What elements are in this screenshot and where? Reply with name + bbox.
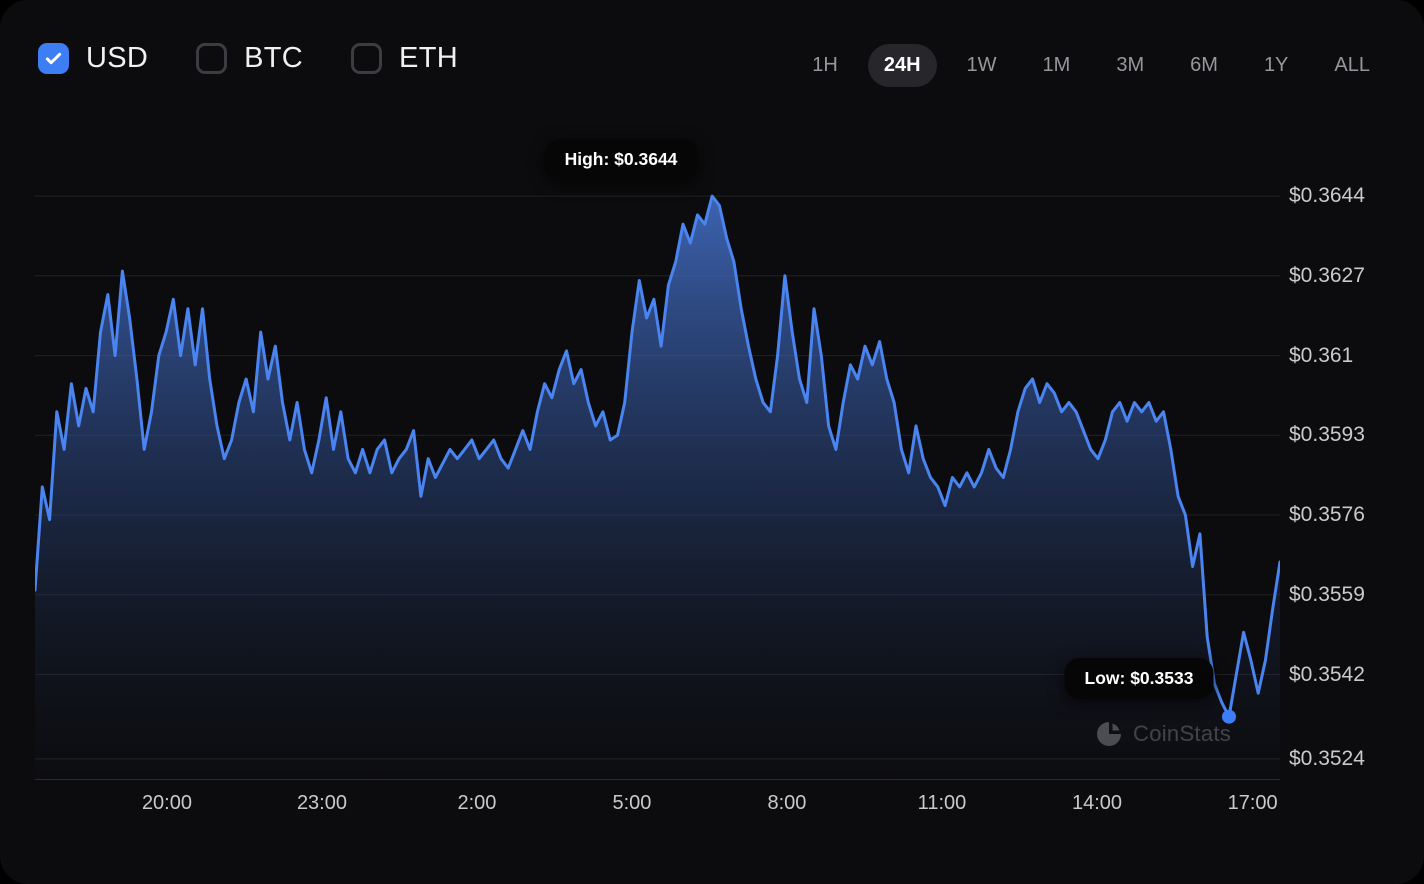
chart-area: High: $0.3644 Low: $0.3533 CoinStats bbox=[35, 139, 1280, 780]
x-axis-label: 17:00 bbox=[1227, 792, 1278, 814]
coinstats-watermark: CoinStats bbox=[1095, 720, 1231, 748]
price-line bbox=[35, 194, 1280, 719]
time-range-1w[interactable]: 1W bbox=[966, 53, 997, 76]
time-range-3m[interactable]: 3M bbox=[1116, 53, 1145, 76]
time-range-1y[interactable]: 1Y bbox=[1263, 53, 1289, 76]
low-tooltip: Low: $0.3533 bbox=[1064, 658, 1214, 699]
price-chart-svg[interactable] bbox=[35, 190, 1280, 780]
time-range-1h[interactable]: 1H bbox=[812, 53, 838, 76]
y-axis-label: $0.3593 bbox=[1289, 423, 1365, 447]
currency-label: BTC bbox=[244, 42, 304, 74]
time-range-group: 1H 24H 1W 1M 3M 6M 1Y ALL bbox=[796, 42, 1386, 88]
y-axis-label: $0.3559 bbox=[1289, 582, 1365, 606]
checkbox-unchecked-icon[interactable] bbox=[351, 43, 383, 74]
currency-toggle-eth[interactable]: ETH bbox=[351, 42, 458, 75]
time-range-24h[interactable]: 24H bbox=[867, 43, 937, 87]
x-axis-label: 11:00 bbox=[917, 792, 967, 814]
y-axis-label: $0.361 bbox=[1289, 343, 1354, 367]
checkbox-unchecked-icon[interactable] bbox=[196, 43, 228, 74]
x-axis-label: 2:00 bbox=[457, 792, 497, 814]
checkbox-checked-icon[interactable] bbox=[38, 43, 69, 74]
watermark-text: CoinStats bbox=[1133, 721, 1232, 746]
currency-toggle-btc[interactable]: BTC bbox=[196, 42, 303, 75]
time-range-6m[interactable]: 6M bbox=[1190, 53, 1218, 76]
y-axis-label: $0.3576 bbox=[1289, 503, 1365, 526]
currency-label: USD bbox=[86, 42, 149, 74]
x-axis-label: 14:00 bbox=[1071, 792, 1123, 814]
x-axis-label: 5:00 bbox=[612, 792, 652, 814]
currency-toggle-group: USD BTC ETH bbox=[38, 42, 458, 75]
x-axis-label: 20:00 bbox=[141, 792, 192, 814]
y-axis-label: $0.3627 bbox=[1289, 263, 1365, 287]
area-fill bbox=[35, 196, 1280, 780]
x-axis-labels: 20:00 23:00 2:00 5:00 8:00 11:00 14:00 17:00 bbox=[35, 786, 1280, 820]
high-tooltip: High: $0.3644 bbox=[544, 139, 698, 180]
time-range-1m[interactable]: 1M bbox=[1042, 53, 1071, 76]
y-axis-label: $0.3542 bbox=[1289, 662, 1365, 686]
y-axis-label: $0.3524 bbox=[1289, 746, 1365, 770]
low-point-marker bbox=[1222, 709, 1236, 724]
time-range-all[interactable]: ALL bbox=[1334, 53, 1370, 76]
x-axis-label: 23:00 bbox=[296, 792, 347, 814]
coinstats-logo-icon bbox=[1095, 720, 1123, 748]
y-axis-label: $0.3644 bbox=[1289, 184, 1365, 208]
currency-label: ETH bbox=[399, 42, 458, 74]
x-axis-label: 8:00 bbox=[767, 792, 807, 814]
y-axis-labels: $0.3644 $0.3627 $0.361 $0.3593 $0.3576 $0.355… bbox=[1289, 184, 1419, 780]
currency-toggle-usd[interactable]: USD bbox=[38, 42, 148, 75]
